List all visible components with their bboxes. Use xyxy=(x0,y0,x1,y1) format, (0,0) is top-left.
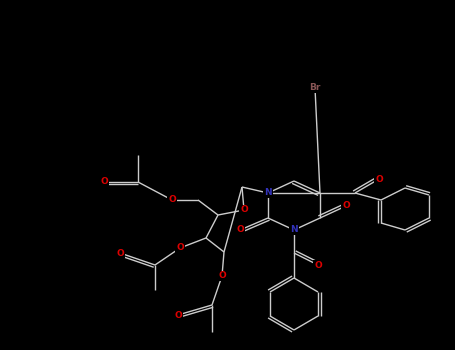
Text: O: O xyxy=(375,175,383,183)
Text: O: O xyxy=(218,272,226,280)
Text: O: O xyxy=(174,310,182,320)
Text: O: O xyxy=(100,177,108,187)
Text: N: N xyxy=(264,189,272,197)
Text: O: O xyxy=(314,260,322,270)
Text: O: O xyxy=(240,205,248,215)
Text: O: O xyxy=(116,248,124,258)
Text: O: O xyxy=(168,196,176,204)
Text: O: O xyxy=(342,202,350,210)
Text: N: N xyxy=(290,225,298,234)
Text: O: O xyxy=(176,244,184,252)
Text: Br: Br xyxy=(309,84,321,92)
Text: O: O xyxy=(236,225,244,234)
